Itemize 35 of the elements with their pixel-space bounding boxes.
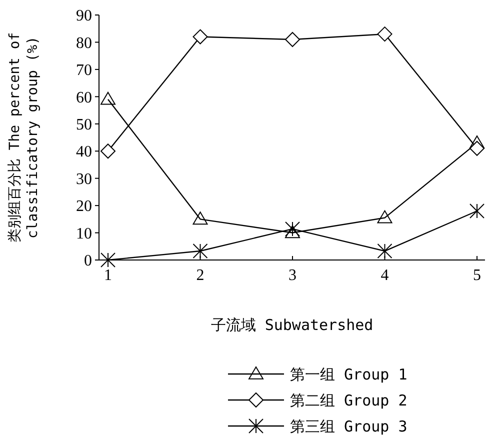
y-axis-title: 类别组百分比 The percent of classificatory group (%)	[7, 32, 41, 243]
point	[192, 212, 208, 225]
legend-label: 第二组 Group 2	[290, 391, 408, 410]
point	[100, 144, 116, 159]
y-tick-label: 40	[76, 144, 92, 161]
y-tick-label: 90	[76, 8, 92, 25]
point	[470, 140, 484, 156]
y-tick-label: 20	[76, 198, 92, 216]
point	[377, 210, 392, 224]
y-tick-label: 60	[76, 89, 92, 106]
y-tick-label: 30	[76, 170, 92, 188]
legend-label: 第一组 Group 1	[290, 365, 408, 384]
y-tick-label: 0	[84, 252, 92, 270]
legend-label: 第三组 Group 3	[290, 417, 408, 436]
x-axis-title: 子流域 Subwatershed	[210, 316, 374, 334]
point	[377, 26, 392, 42]
x-tick-label: 3	[288, 267, 296, 284]
y-tick-label: 80	[76, 34, 92, 52]
point	[285, 32, 300, 47]
point	[100, 92, 116, 105]
point	[285, 221, 300, 236]
x-tick-label: 1	[104, 267, 112, 284]
x-tick-label: 4	[380, 267, 389, 284]
y-tick-label: 70	[76, 62, 92, 80]
x-tick-label: 2	[196, 267, 204, 284]
point	[192, 29, 208, 44]
y-tick-label: 10	[76, 225, 92, 242]
point	[285, 225, 300, 238]
point	[470, 204, 484, 218]
x-tick-label: 5	[473, 267, 481, 284]
point	[377, 244, 392, 259]
point	[192, 244, 208, 259]
point	[100, 252, 116, 268]
point	[470, 135, 484, 148]
y-tick-label: 50	[76, 116, 92, 134]
